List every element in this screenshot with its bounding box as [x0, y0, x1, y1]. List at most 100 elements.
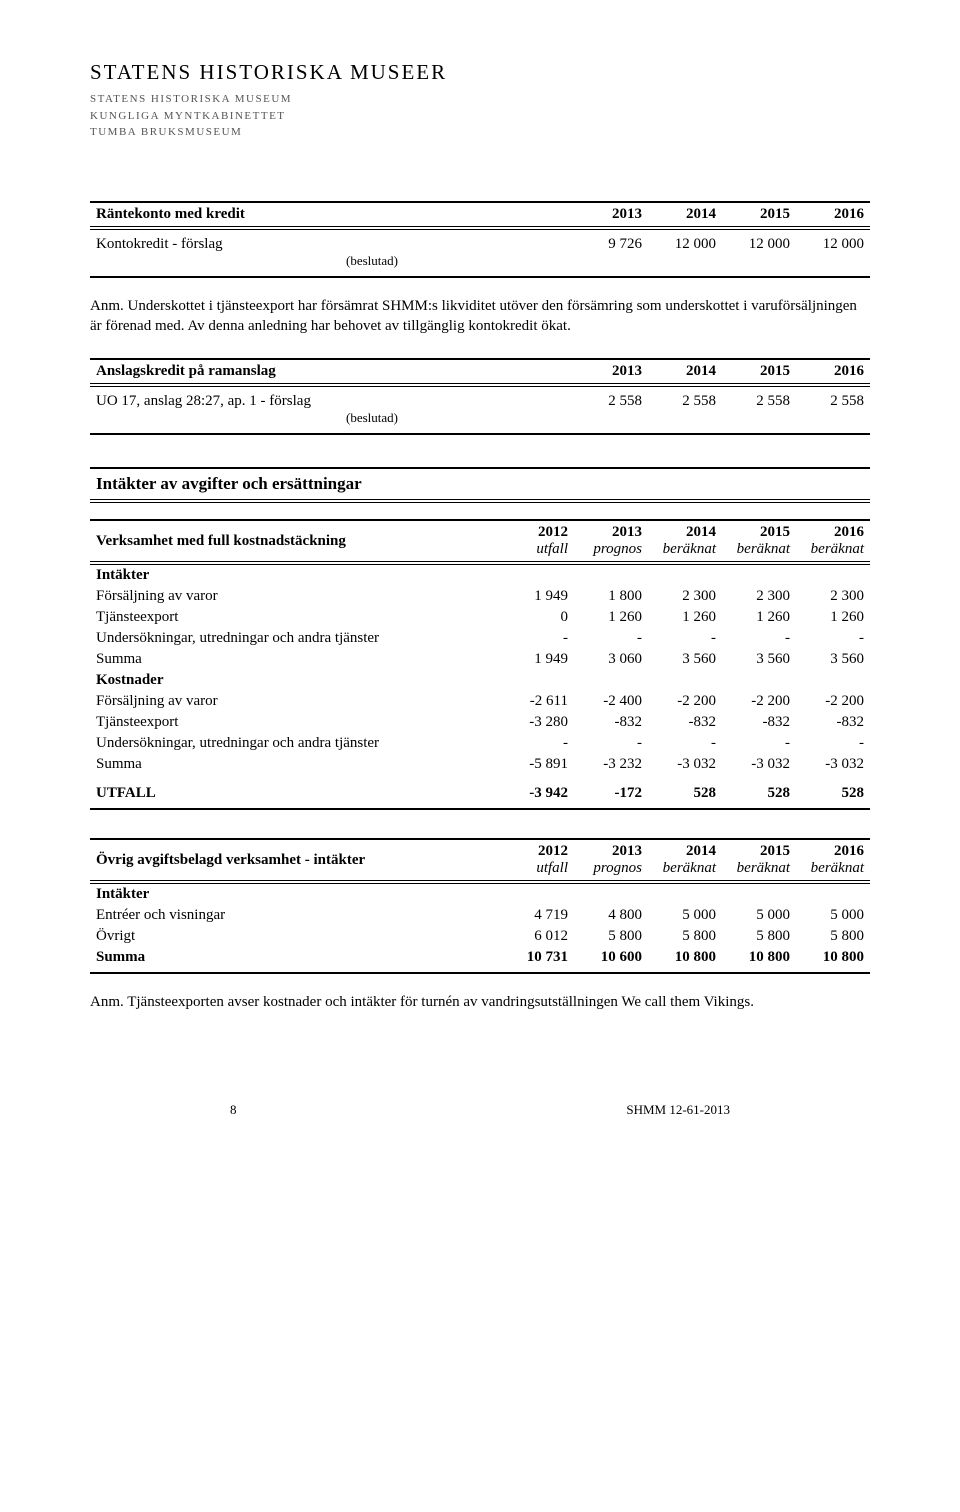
table-row: Undersökningar, utredningar och andra tj… — [90, 733, 870, 754]
table1-val: 12 000 — [796, 234, 870, 277]
row-value: 1 949 — [500, 649, 574, 670]
table1-val: 9 726 — [574, 234, 648, 277]
table2-year: 2014 — [648, 359, 722, 385]
table3-year-col: 2013prognos — [574, 520, 648, 563]
row-value: -2 200 — [722, 691, 796, 712]
row-value: -3 232 — [574, 754, 648, 775]
row-value: 10 731 — [500, 947, 574, 973]
row-value: 2 300 — [796, 586, 870, 607]
row-value: 10 800 — [796, 947, 870, 973]
table-row: Summa1 9493 0603 5603 5603 560 — [90, 649, 870, 670]
row-value: - — [796, 733, 870, 754]
credit-account-table: Räntekonto med kredit 2013 2014 2015 201… — [90, 201, 870, 278]
row-value: 1 800 — [574, 586, 648, 607]
row-value: 1 260 — [796, 607, 870, 628]
row-value: 1 260 — [648, 607, 722, 628]
org-sub2: KUNGLIGA MYNTKABINETTET — [90, 108, 870, 125]
row-value: 1 949 — [500, 586, 574, 607]
row-value: 6 012 — [500, 926, 574, 947]
table4-year-col: 2014beräknat — [648, 839, 722, 882]
table-row: Summa10 73110 60010 80010 80010 800 — [90, 947, 870, 973]
row-label: Intäkter — [90, 563, 500, 586]
row-value: - — [500, 628, 574, 649]
row-label: Försäljning av varor — [90, 586, 500, 607]
row-value: 5 800 — [648, 926, 722, 947]
note-1: Anm. Underskottet i tjänsteexport har fö… — [90, 296, 870, 337]
table2-val: 2 558 — [796, 391, 870, 434]
table-row: Övrigt6 0125 8005 8005 8005 800 — [90, 926, 870, 947]
table-row: Intäkter — [90, 882, 870, 905]
table2-year: 2013 — [574, 359, 648, 385]
row-value: 5 800 — [796, 926, 870, 947]
other-fee-activity-table: Övrig avgiftsbelagd verksamhet - intäkte… — [90, 838, 870, 974]
table3-outcome-val: -172 — [574, 775, 648, 809]
table3-outcome-val: 528 — [648, 775, 722, 809]
row-value: 5 000 — [722, 905, 796, 926]
table-row: Tjänsteexport-3 280-832-832-832-832 — [90, 712, 870, 733]
page-number: 8 — [230, 1102, 237, 1118]
row-value: 2 300 — [722, 586, 796, 607]
table-row: Entréer och visningar4 7194 8005 0005 00… — [90, 905, 870, 926]
table2-year: 2015 — [722, 359, 796, 385]
row-value: 10 600 — [574, 947, 648, 973]
table1-title: Räntekonto med kredit — [90, 202, 574, 228]
row-label: Undersökningar, utredningar och andra tj… — [90, 733, 500, 754]
row-value: -832 — [648, 712, 722, 733]
table1-val: 12 000 — [648, 234, 722, 277]
row-value: 1 260 — [574, 607, 648, 628]
table-row: Försäljning av varor1 9491 800 2 3002 300… — [90, 586, 870, 607]
row-label: Entréer och visningar — [90, 905, 500, 926]
org-sub1: STATENS HISTORISKA MUSEUM — [90, 91, 870, 108]
table4-year-col: 2016beräknat — [796, 839, 870, 882]
appropriation-credit-table: Anslagskredit på ramanslag 2013 2014 201… — [90, 358, 870, 435]
row-value: -832 — [722, 712, 796, 733]
org-sub3: TUMBA BRUKSMUSEUM — [90, 124, 870, 141]
table3-outcome-val: 528 — [796, 775, 870, 809]
row-label: Tjänsteexport — [90, 607, 500, 628]
table1-year: 2015 — [722, 202, 796, 228]
row-value: - — [722, 733, 796, 754]
table1-year: 2013 — [574, 202, 648, 228]
full-cost-coverage-table: Verksamhet med full kostnadstäckning 201… — [90, 519, 870, 810]
row-value: 3 560 — [648, 649, 722, 670]
row-value: -2 200 — [648, 691, 722, 712]
row-value: 10 800 — [648, 947, 722, 973]
row-value: -5 891 — [500, 754, 574, 775]
row-value: -2 400 — [574, 691, 648, 712]
row-value: 1 260 — [722, 607, 796, 628]
table1-row-label: Kontokredit - förslag (beslutad) — [90, 234, 574, 277]
row-label: Summa — [90, 754, 500, 775]
row-value: -3 032 — [796, 754, 870, 775]
table2-val: 2 558 — [722, 391, 796, 434]
table-row: Kostnader — [90, 670, 870, 691]
table3-head-label: Verksamhet med full kostnadstäckning — [90, 520, 500, 563]
table1-year: 2014 — [648, 202, 722, 228]
row-label: Intäkter — [90, 882, 500, 905]
row-label: Summa — [90, 649, 500, 670]
table-row: Tjänsteexport01 2601 2601 2601 260 — [90, 607, 870, 628]
org-title: STATENS HISTORISKA MUSEER — [90, 60, 870, 85]
table2-title: Anslagskredit på ramanslag — [90, 359, 574, 385]
page-footer: 8 SHMM 12-61-2013 — [90, 1102, 870, 1118]
row-label: Övrigt — [90, 926, 500, 947]
row-value: - — [796, 628, 870, 649]
table-row: Försäljning av varor-2 611-2 400-2 200-2… — [90, 691, 870, 712]
table4-year-col: 2013prognos — [574, 839, 648, 882]
row-value: - — [574, 628, 648, 649]
table3-year-col: 2016beräknat — [796, 520, 870, 563]
row-value: - — [648, 628, 722, 649]
row-value: - — [500, 733, 574, 754]
row-value: -3 032 — [722, 754, 796, 775]
row-value: 4 800 — [574, 905, 648, 926]
row-value: -832 — [796, 712, 870, 733]
table4-year-col: 2012utfall — [500, 839, 574, 882]
table3-outcome-val: 528 — [722, 775, 796, 809]
table-row: Summa-5 891-3 232-3 032-3 032-3 032 — [90, 754, 870, 775]
row-label: Tjänsteexport — [90, 712, 500, 733]
table3-year-col: 2015beräknat — [722, 520, 796, 563]
table2-year: 2016 — [796, 359, 870, 385]
letterhead: STATENS HISTORISKA MUSEER STATENS HISTOR… — [90, 60, 870, 141]
row-value: - — [722, 628, 796, 649]
table4-head-label: Övrig avgiftsbelagd verksamhet - intäkte… — [90, 839, 500, 882]
table3-outcome-label: UTFALL — [90, 775, 500, 809]
